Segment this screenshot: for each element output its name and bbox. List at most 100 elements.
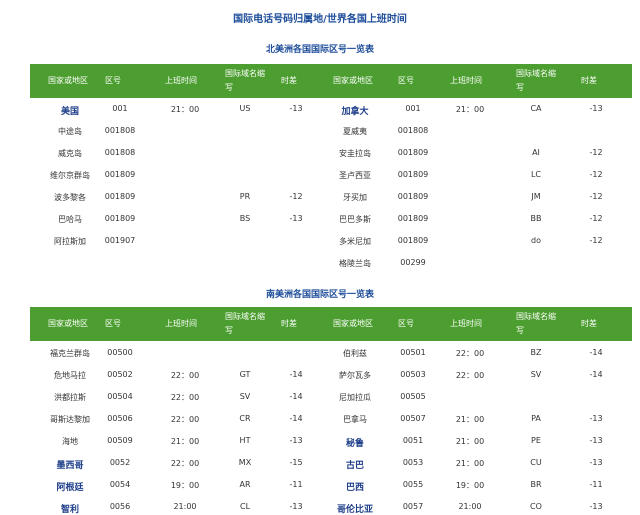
table-cell: -14 xyxy=(289,370,303,379)
table-cell: 22：00 xyxy=(455,349,485,358)
country-name: 阿拉斯加 xyxy=(54,237,86,246)
country-name: 哥斯达黎加 xyxy=(50,415,90,424)
table-cell: 00506 xyxy=(107,414,133,423)
section-heading: 南美洲各国国际区号一览表 xyxy=(265,290,374,300)
table-cell: 22：00 xyxy=(170,415,200,424)
table-cell: GT xyxy=(239,370,251,379)
table-cell: PE xyxy=(531,436,541,445)
table-cell: 22：00 xyxy=(455,371,485,380)
table-cell: 21：00 xyxy=(455,105,485,114)
header-cell: 区号 xyxy=(398,319,414,328)
table-cell: -14 xyxy=(589,370,603,379)
table-cell: 21：00 xyxy=(455,437,485,446)
country-name: 巴西 xyxy=(345,483,365,493)
table-cell: do xyxy=(531,236,541,245)
header-bar xyxy=(30,64,632,98)
country-name: 格陵兰岛 xyxy=(339,259,371,268)
header-cell: 国家或地区 xyxy=(48,76,88,85)
table-cell: 001808 xyxy=(397,126,429,135)
table-cell: 00507 xyxy=(400,414,426,423)
table-cell: JM xyxy=(531,192,541,201)
table-cell: LC xyxy=(530,170,542,179)
country-name: 牙买加 xyxy=(343,193,367,202)
country-name: 洪都拉斯 xyxy=(54,393,86,402)
table-cell: -13 xyxy=(589,104,603,113)
table-cell: -11 xyxy=(289,480,303,489)
table-cell: -13 xyxy=(289,104,303,113)
table-cell: 001809 xyxy=(397,214,429,223)
country-name: 巴巴多斯 xyxy=(339,215,371,224)
page-title: 国际电话号码归属地/世界各国上班时间 xyxy=(233,14,407,25)
country-name: 智利 xyxy=(60,505,80,515)
table-cell: 001809 xyxy=(397,148,429,157)
table-cell: 19：00 xyxy=(170,481,200,490)
table-cell: 001809 xyxy=(397,192,429,201)
table-cell: -12 xyxy=(589,192,603,201)
header-cell: 时差 xyxy=(581,76,597,85)
country-name: 福克兰群岛 xyxy=(50,349,90,358)
header-cell: 上班时间 xyxy=(450,76,482,85)
table-cell: -12 xyxy=(289,192,303,201)
table-cell: CL xyxy=(239,502,251,511)
table-cell: -12 xyxy=(589,214,603,223)
table-cell: 00509 xyxy=(107,436,133,445)
table-cell: SV xyxy=(530,370,542,379)
country-name: 巴哈马 xyxy=(58,215,82,224)
table-cell: BR xyxy=(530,480,542,489)
header-cell: 国际域名缩写 xyxy=(516,69,556,92)
header-cell: 时差 xyxy=(281,319,297,328)
country-name: 秘鲁 xyxy=(345,439,365,449)
table-cell: 21:00 xyxy=(458,502,482,511)
header-cell: 上班时间 xyxy=(165,319,197,328)
table-cell: MX xyxy=(238,458,252,467)
header-cell: 上班时间 xyxy=(450,319,482,328)
header-cell: 国家或地区 xyxy=(48,319,88,328)
table-cell: BS xyxy=(239,214,251,223)
table-cell: 0053 xyxy=(402,458,424,467)
table-cell: 00502 xyxy=(107,370,133,379)
table-cell: -13 xyxy=(289,436,303,445)
country-name: 危地马拉 xyxy=(54,371,86,380)
country-name: 波多黎各 xyxy=(54,193,86,202)
country-name: 萨尔瓦多 xyxy=(339,371,371,380)
table-cell: -13 xyxy=(289,214,303,223)
table-cell: 21:00 xyxy=(173,502,197,511)
country-name: 巴拿马 xyxy=(343,415,367,424)
table-cell: -13 xyxy=(589,436,603,445)
table-cell: 001809 xyxy=(397,170,429,179)
table-cell: SV xyxy=(239,392,251,401)
country-name: 阿根廷 xyxy=(56,483,84,493)
header-cell: 国际域名缩写 xyxy=(225,312,265,335)
table-cell: -14 xyxy=(589,348,603,357)
table-cell: 21：00 xyxy=(455,459,485,468)
table-cell: 00505 xyxy=(400,392,426,401)
country-name: 伯利兹 xyxy=(343,349,367,358)
table-cell: 001 xyxy=(112,104,128,113)
table-cell: -13 xyxy=(589,502,603,511)
country-name: 安圭拉岛 xyxy=(339,149,371,158)
table-cell: -12 xyxy=(589,170,603,179)
table-cell: -11 xyxy=(589,480,603,489)
table-cell: CU xyxy=(530,458,542,467)
country-name: 墨西哥 xyxy=(56,461,84,471)
country-name: 古巴 xyxy=(345,461,365,471)
table-cell: 0056 xyxy=(109,502,131,511)
header-cell: 时差 xyxy=(581,319,597,328)
table-cell: 22：00 xyxy=(170,459,200,468)
table-cell: -12 xyxy=(589,236,603,245)
header-cell: 上班时间 xyxy=(165,76,197,85)
table-cell: 00504 xyxy=(107,392,133,401)
section-heading: 北美洲各国国际区号一览表 xyxy=(265,45,374,55)
table-cell: 00501 xyxy=(400,348,426,357)
table-cell: 0055 xyxy=(402,480,424,489)
country-name: 海地 xyxy=(62,437,78,446)
country-name: 尼加拉瓜 xyxy=(339,393,371,402)
table-cell: 001808 xyxy=(104,126,136,135)
table-cell: CR xyxy=(239,414,251,423)
country-name: 夏威夷 xyxy=(343,127,367,136)
table-cell: 00503 xyxy=(400,370,426,379)
country-name: 维尔京群岛 xyxy=(50,171,90,180)
country-name: 美国 xyxy=(60,107,80,117)
header-cell: 区号 xyxy=(398,76,414,85)
table-cell: -12 xyxy=(589,148,603,157)
